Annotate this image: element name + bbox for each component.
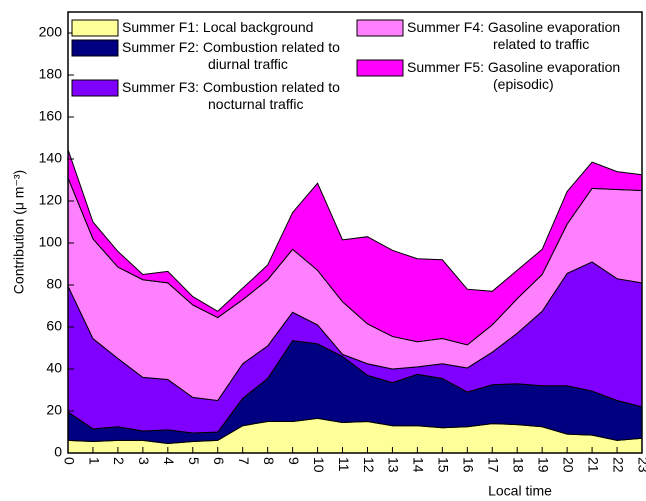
x-tick-label: 3: [136, 457, 152, 465]
plot-frame: [67, 11, 643, 454]
x-tick-label: 8: [261, 457, 277, 465]
y-tick-label: 200: [39, 24, 63, 40]
legend-label: Summer F5: Gasoline evaporation (episodi…: [407, 59, 621, 92]
y-tick-label: 100: [39, 234, 63, 250]
y-tick-label: 0: [54, 444, 62, 460]
x-tick-label: 21: [585, 457, 601, 473]
legend-label: Summer F4: Gasoline evaporation related …: [407, 19, 621, 52]
y-tick-label: 40: [46, 360, 62, 376]
x-tick-label: 20: [560, 457, 576, 473]
x-tick-label: 9: [286, 457, 302, 465]
x-tick-label: 5: [186, 457, 202, 465]
legend-swatch: [71, 79, 119, 97]
x-tick-label: 4: [161, 457, 177, 465]
x-tick-label: 12: [361, 457, 377, 473]
legend-swatch: [356, 19, 404, 37]
x-tick-label: 7: [236, 457, 252, 465]
x-tick-label: 10: [311, 457, 327, 473]
y-tick-label: 80: [46, 276, 62, 292]
y-axis-label: Contribution (μ m⁻³): [11, 170, 27, 294]
x-axis-label: Local time: [488, 483, 552, 499]
x-tick-label: 14: [411, 457, 427, 473]
x-tick-label: 13: [386, 457, 402, 473]
y-tick-label: 160: [39, 108, 63, 124]
y-tick-label: 120: [39, 192, 63, 208]
legend-swatch: [71, 39, 119, 57]
y-tick-label: 60: [46, 318, 62, 334]
x-tick-label: 16: [461, 457, 477, 473]
x-tick-label: 17: [486, 457, 502, 473]
x-tick-label: 18: [511, 457, 527, 473]
x-tick-label: 0: [61, 457, 77, 465]
x-tick-label: 19: [535, 457, 551, 473]
y-tick-label: 180: [39, 66, 63, 82]
y-tick-label: 140: [39, 150, 63, 166]
y-tick-label: 20: [46, 402, 62, 418]
legend-label: Summer F2: Combustion related to diurnal…: [122, 39, 340, 72]
legend-label: Summer F1: Local background: [122, 19, 314, 35]
x-tick-label: 1: [86, 457, 102, 465]
x-tick-label: 11: [336, 457, 352, 472]
legend-swatch: [356, 59, 404, 77]
x-tick-label: 23: [635, 457, 646, 473]
x-tick-label: 6: [211, 457, 227, 465]
x-tick-label: 15: [436, 457, 452, 473]
legend-label: Summer F3: Combustion related to nocturn…: [122, 79, 340, 112]
x-tick-label: 2: [111, 457, 127, 465]
x-tick-label: 22: [610, 457, 626, 473]
legend-swatch: [71, 19, 119, 37]
